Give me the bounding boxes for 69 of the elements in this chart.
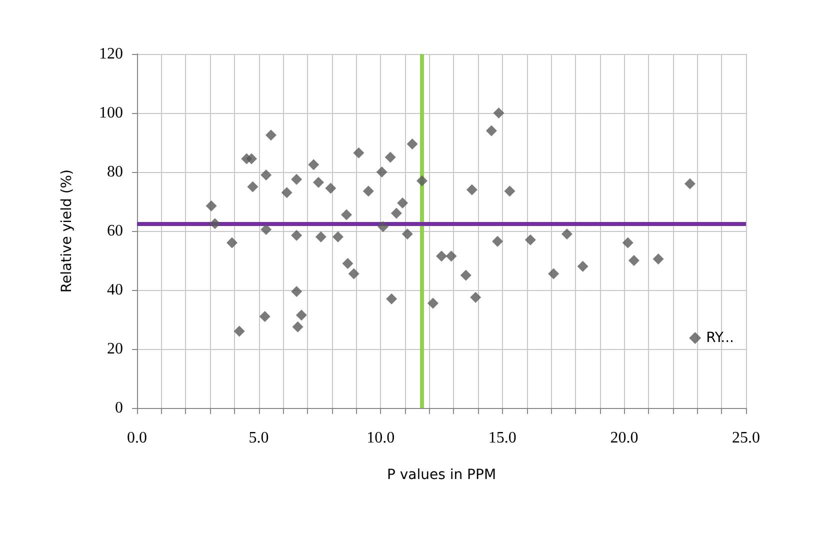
point [292,321,304,332]
legend-label: RY... [706,330,734,346]
point [470,292,482,303]
point [561,228,572,240]
point [209,218,220,230]
point [402,228,413,240]
point [492,236,504,247]
point [247,181,258,192]
x-tick-label: 10.0 [366,430,395,446]
point [376,166,388,178]
y-tick-label: 120 [99,46,123,62]
point [427,298,438,309]
x-tick-label: 5.0 [248,430,269,446]
y-axis-title: Relative yield (%) [59,169,75,293]
y-tick-label: 20 [107,340,123,358]
point [312,176,324,188]
point [206,200,217,212]
point [390,208,402,219]
x-tick-label: 20.0 [610,430,638,446]
point [260,169,272,180]
point [234,326,245,337]
x-tick-label: 0.0 [127,430,147,446]
point [291,286,302,297]
point [291,174,302,185]
point [325,182,336,194]
point [548,268,560,280]
point [296,310,307,321]
y-tick-label: 100 [99,104,123,122]
x-axis-title: P values in PPM [386,467,496,483]
point [260,224,272,236]
point [466,184,478,196]
point [246,153,257,164]
point [281,187,292,198]
point [416,175,428,186]
point [628,255,640,266]
x-tick-label: 15.0 [488,430,516,446]
x-tick-label: 25.0 [732,430,760,446]
point [397,197,408,208]
point [406,138,418,150]
y-tick-label: 80 [107,164,123,180]
point [332,231,344,242]
point [446,250,457,262]
point [291,230,302,241]
point [460,270,472,281]
point [348,268,360,280]
point [340,209,352,220]
point [265,130,276,141]
point [353,147,364,158]
y-tick-label: 0 [115,400,123,416]
point [524,234,536,246]
point [493,108,504,118]
point [342,258,354,269]
point [486,125,497,136]
point [308,159,320,170]
point [226,237,238,248]
point [386,293,398,304]
point [504,186,516,197]
point [622,237,634,248]
point [684,178,696,190]
point [315,231,326,242]
point [652,254,664,265]
point [384,152,396,163]
y-tick-label: 40 [107,282,123,298]
point [436,250,447,262]
point [362,186,374,197]
point [577,260,588,272]
point [378,221,389,232]
y-tick-label: 60 [107,222,123,240]
point [259,311,270,322]
